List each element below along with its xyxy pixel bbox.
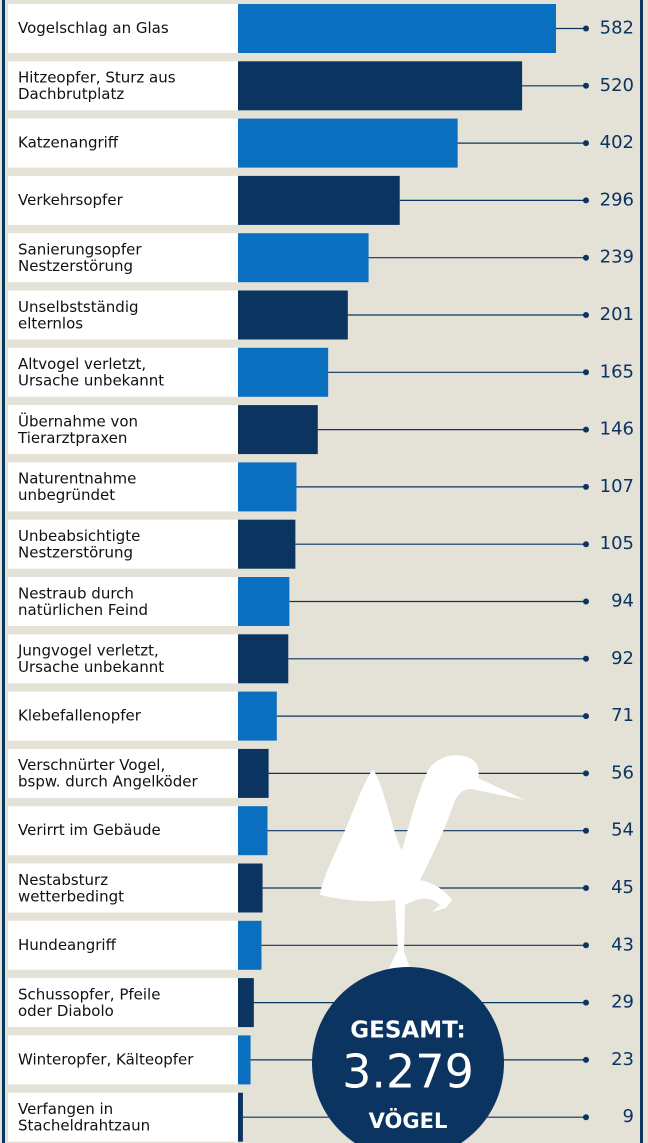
leader-dot xyxy=(583,1000,589,1006)
category-label: Verkehrsopfer xyxy=(18,191,124,209)
background xyxy=(0,0,648,1143)
leader-dot xyxy=(583,599,589,605)
leader-dot xyxy=(583,942,589,948)
bar xyxy=(238,4,556,53)
right-edge xyxy=(640,0,643,1143)
bar xyxy=(238,176,400,225)
category-label: Vogelschlag an Glas xyxy=(18,19,169,37)
leader-dot xyxy=(583,26,589,32)
bar xyxy=(238,1035,251,1084)
total-title: GESAMT: xyxy=(350,1018,465,1044)
value-label: 146 xyxy=(600,419,634,440)
leader-dot xyxy=(583,885,589,891)
left-edge xyxy=(2,0,5,1143)
leader-dot xyxy=(583,484,589,490)
value-label: 23 xyxy=(611,1049,634,1070)
bar xyxy=(238,749,269,798)
value-label: 402 xyxy=(600,132,634,153)
leader-dot xyxy=(583,1057,589,1063)
value-label: 43 xyxy=(611,934,634,955)
value-label: 94 xyxy=(611,591,634,612)
value-label: 92 xyxy=(611,648,634,669)
total-unit: VÖGEL xyxy=(369,1108,448,1133)
leader-dot xyxy=(583,770,589,776)
leader-dot xyxy=(583,140,589,146)
bar xyxy=(238,119,458,168)
leader-dot xyxy=(583,83,589,89)
value-label: 520 xyxy=(600,75,634,96)
bar xyxy=(238,520,295,569)
bar xyxy=(238,864,263,913)
bar xyxy=(238,978,254,1027)
bar xyxy=(238,233,369,282)
value-label: 582 xyxy=(600,18,634,39)
bar xyxy=(238,921,261,970)
value-label: 107 xyxy=(600,476,634,497)
category-label: Klebefallenopfer xyxy=(18,707,142,725)
bar xyxy=(238,1093,243,1142)
leader-dot xyxy=(583,713,589,719)
value-label: 239 xyxy=(600,247,634,268)
leader-dot xyxy=(583,427,589,433)
leader-dot xyxy=(583,197,589,203)
leader-dot xyxy=(583,828,589,834)
category-label: Altvogel verletzt,Ursache unbekannt xyxy=(18,355,164,390)
chart: Vogelschlag an Glas582Hitzeopfer, Sturz … xyxy=(0,0,648,1143)
value-label: 296 xyxy=(600,189,634,210)
bar xyxy=(238,806,268,855)
value-label: 45 xyxy=(611,877,634,898)
bar xyxy=(238,405,318,454)
leader-dot xyxy=(583,369,589,375)
bar xyxy=(238,692,277,741)
leader-dot xyxy=(583,312,589,318)
bar xyxy=(238,462,296,511)
category-label: Jungvogel verletzt,Ursache unbekannt xyxy=(17,641,164,676)
category-label: Katzenangriff xyxy=(18,134,119,152)
leader-dot xyxy=(583,1114,589,1120)
category-label: Winteropfer, Kälteopfer xyxy=(18,1050,194,1068)
value-label: 105 xyxy=(600,533,634,554)
value-label: 56 xyxy=(611,762,634,783)
value-label: 54 xyxy=(611,820,634,841)
bar xyxy=(238,291,348,340)
value-label: 71 xyxy=(611,705,634,726)
category-label: Hundeangriff xyxy=(18,936,117,954)
leader-dot xyxy=(583,255,589,261)
value-label: 9 xyxy=(623,1106,634,1127)
value-label: 165 xyxy=(600,361,634,382)
bar xyxy=(238,348,328,397)
bar xyxy=(238,634,288,683)
value-label: 29 xyxy=(611,992,634,1013)
leader-dot xyxy=(583,656,589,662)
value-label: 201 xyxy=(600,304,634,325)
bar xyxy=(238,61,522,110)
bar xyxy=(238,577,289,626)
leader-dot xyxy=(583,541,589,547)
total-value: 3.279 xyxy=(342,1045,474,1099)
category-label: Verirrt im Gebäude xyxy=(18,821,161,839)
